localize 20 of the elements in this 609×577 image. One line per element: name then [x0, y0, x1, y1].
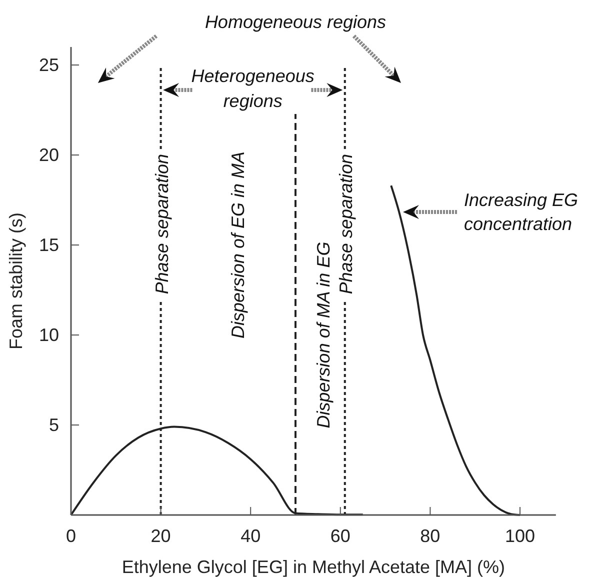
annotation: Dispersion of EG in MA [228, 151, 248, 339]
x-tick-label: 0 [66, 526, 76, 546]
y-tick-label: 25 [38, 55, 59, 75]
x-tick-label: 80 [420, 526, 440, 546]
annotation: Increasing EG concentration [464, 190, 578, 234]
y-tick-label: 5 [48, 415, 59, 435]
x-axis-title: Ethylene Glycol [EG] in Methyl Acetate [MA] (%) [122, 557, 506, 577]
ref-line-label: Phase separation [152, 154, 172, 294]
y-tick-label: 10 [38, 325, 59, 345]
x-tick-label: 100 [504, 526, 536, 546]
text: Homogeneous regions [204, 12, 386, 32]
x-tick-label: 20 [150, 526, 171, 546]
ref-line-label: Phase separation [336, 154, 356, 294]
y-axis-title: Foam stability (s) [6, 212, 26, 350]
annotation: Heterogeneous regions [191, 66, 314, 111]
y-tick-label: 15 [38, 235, 59, 255]
y-tick-label: 20 [38, 145, 59, 165]
x-tick-label: 40 [240, 526, 261, 546]
annotation: Dispersion of MA in EG [313, 242, 334, 428]
x-tick-label: 60 [330, 526, 350, 546]
